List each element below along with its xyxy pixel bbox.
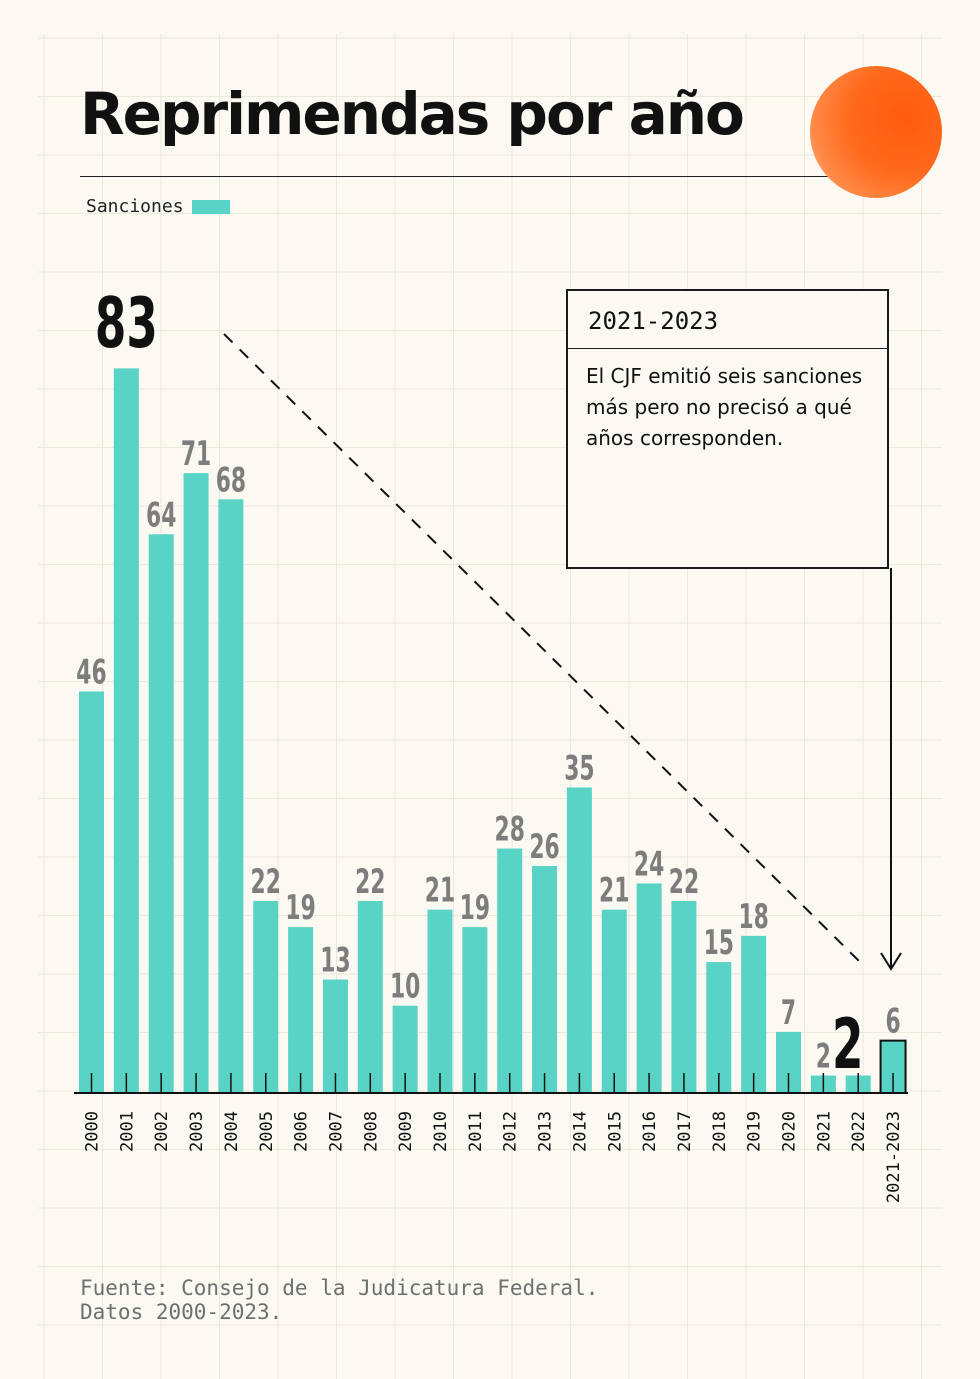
bar-2008 [357, 900, 383, 1093]
data-label-2012: 28 [495, 810, 525, 849]
annotation-box: 2021-2023 El CJF emitió seis sanciones m… [566, 289, 889, 569]
data-label-2007: 13 [320, 941, 350, 980]
data-label-2021-2023: 6 [885, 1002, 900, 1041]
bar-2006 [288, 927, 314, 1093]
data-label-2003: 71 [181, 434, 211, 473]
bar-2001 [113, 368, 139, 1093]
data-label-2018: 15 [704, 923, 734, 962]
source-line-1: Fuente: Consejo de la Judicatura Federal… [80, 1276, 599, 1300]
source-line-2: Datos 2000-2023. [80, 1300, 283, 1324]
data-label-2020: 7 [781, 993, 796, 1032]
bar-2015 [601, 909, 627, 1093]
data-label-2017: 22 [669, 862, 699, 901]
tick-label-2018: 2018 [710, 1111, 730, 1152]
bar-2014 [566, 787, 592, 1093]
tick-label-2012: 2012 [501, 1111, 521, 1152]
tick-label-2009: 2009 [396, 1111, 416, 1152]
tick-label-2005: 2005 [257, 1111, 277, 1152]
bar-2011 [462, 927, 488, 1093]
data-label-2005: 22 [251, 862, 281, 901]
tick-label-2016: 2016 [640, 1111, 660, 1152]
data-label-2016: 24 [634, 845, 664, 884]
data-label-2015: 21 [599, 871, 629, 910]
bar-2017 [671, 900, 697, 1093]
tick-label-2019: 2019 [745, 1111, 765, 1152]
legend-swatch [191, 199, 230, 214]
bar-2013 [532, 866, 558, 1093]
tick-label-2007: 2007 [326, 1111, 346, 1152]
data-label-2008: 22 [355, 862, 385, 901]
data-label-2001: 83 [95, 283, 158, 364]
arrow-head-icon [880, 952, 902, 971]
source-note: Fuente: Consejo de la Judicatura Federal… [80, 1276, 598, 1324]
data-label-2014: 35 [564, 749, 594, 788]
bar-2002 [148, 534, 174, 1093]
tick-label-2015: 2015 [605, 1111, 625, 1152]
tick-label-2000: 2000 [83, 1111, 103, 1152]
tick-label-2003: 2003 [187, 1111, 207, 1152]
tick-label-2013: 2013 [536, 1111, 556, 1152]
tick-label-2014: 2014 [570, 1111, 590, 1152]
tick-label-2006: 2006 [292, 1111, 312, 1152]
bar-2003 [183, 473, 209, 1093]
page-title: Reprimendas por año [80, 80, 745, 148]
tick-label-2022: 2022 [849, 1111, 869, 1152]
data-label-2006: 19 [285, 888, 315, 927]
bar-2018 [706, 962, 732, 1093]
data-label-2009: 10 [390, 967, 420, 1006]
trend-arrow-line [223, 333, 861, 963]
data-label-2019: 18 [738, 897, 768, 936]
data-label-2013: 26 [529, 827, 559, 866]
legend-label: Sanciones [86, 196, 184, 217]
bar-2010 [427, 909, 453, 1093]
orange-sun-decoration [810, 66, 942, 198]
data-label-2004: 68 [216, 461, 246, 500]
title-divider [80, 176, 898, 177]
x-tick-labels: 2000 2001 2002 2003 2004 2005 2006 2007 2008 2009… [83, 1111, 905, 1203]
annotation-heading: 2021-2023 [568, 291, 887, 349]
tick-label-2002: 2002 [152, 1111, 172, 1152]
tick-label-2008: 2008 [361, 1111, 381, 1152]
tick-label-2021: 2021 [814, 1111, 834, 1152]
bar-2012 [497, 848, 523, 1093]
bar-2019 [741, 935, 767, 1093]
data-label-2011: 19 [460, 888, 490, 927]
data-label-2021: 2 [816, 1037, 831, 1076]
tick-label-2004: 2004 [222, 1111, 242, 1152]
bar-2004 [218, 499, 244, 1093]
bar-2005 [253, 900, 279, 1093]
annotation-text: El CJF emitió seis sanciones más pero no… [586, 364, 863, 450]
data-label-2002: 64 [146, 495, 176, 534]
data-label-2000: 46 [76, 653, 106, 692]
data-label-2010: 21 [425, 871, 455, 910]
bar-2000 [79, 691, 104, 1093]
tick-label-2021-2023: 2021-2023 [884, 1111, 904, 1203]
tick-label-2001: 2001 [117, 1111, 137, 1152]
tick-label-2011: 2011 [466, 1111, 486, 1152]
tick-label-2017: 2017 [675, 1111, 695, 1152]
legend: Sanciones [86, 196, 230, 217]
data-label-2022: 2 [832, 1004, 863, 1085]
bar-2016 [636, 883, 662, 1093]
x-axis [74, 1073, 908, 1094]
tick-label-2010: 2010 [431, 1111, 451, 1152]
tick-label-2020: 2020 [780, 1111, 800, 1152]
